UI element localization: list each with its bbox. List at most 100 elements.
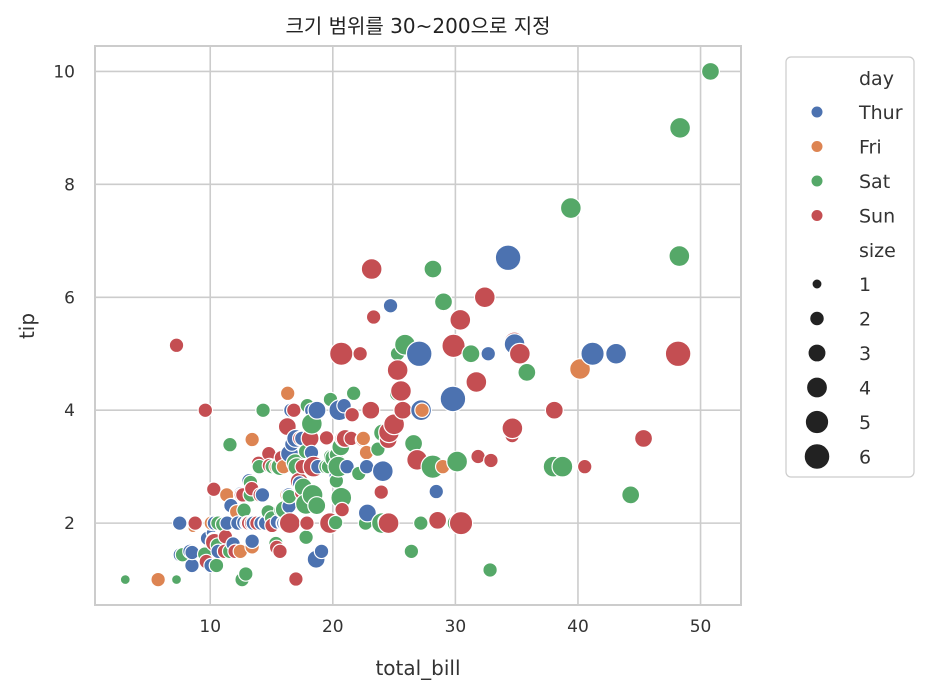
y-axis-label: tip (15, 313, 39, 339)
legend-hue-marker (810, 209, 824, 222)
legend-size-marker (811, 278, 823, 290)
plot-frame (94, 45, 742, 606)
data-point (441, 333, 466, 359)
data-point (405, 340, 433, 368)
data-point (517, 362, 537, 382)
data-point (222, 436, 238, 453)
data-point (339, 458, 355, 475)
data-point (414, 402, 430, 419)
legend-box (785, 56, 915, 478)
data-point (360, 258, 383, 281)
data-point (355, 430, 372, 447)
data-point (559, 197, 582, 220)
data-point (569, 358, 592, 380)
legend-size-label: 4 (859, 378, 871, 400)
legend-hue-entries: Thur Fri Sat Sun (810, 102, 903, 228)
data-point (403, 543, 420, 560)
data-point (700, 61, 721, 81)
data-point (244, 533, 260, 550)
data-point (299, 515, 315, 531)
tick-labels: 10 20 30 40 50 2 4 6 8 10 (53, 62, 711, 637)
data-point (244, 431, 260, 448)
data-point (508, 342, 531, 365)
legend-size-label: 2 (859, 309, 871, 331)
data-point (473, 286, 496, 309)
data-point (428, 483, 445, 500)
data-point (461, 344, 481, 364)
x-tick-label: 30 (445, 617, 467, 637)
data-point (286, 402, 302, 419)
data-point (168, 337, 185, 354)
data-point (373, 484, 390, 500)
data-point (278, 512, 301, 535)
data-point (327, 514, 344, 531)
data-point (361, 400, 381, 420)
data-point (605, 342, 628, 365)
data-point (357, 503, 377, 523)
data-point (255, 402, 271, 419)
data-points (119, 61, 721, 588)
legend-hue-label: Sun (859, 206, 895, 228)
data-point (171, 515, 188, 531)
data-point (389, 380, 412, 402)
data-point (494, 244, 522, 272)
legend-hue-title: day (859, 68, 894, 90)
legend-size-entries: 1 2 3 4 5 6 (803, 274, 871, 470)
data-point (576, 458, 593, 475)
data-point (412, 515, 429, 531)
data-point (279, 385, 296, 402)
data-point (288, 571, 304, 587)
data-point (449, 308, 472, 331)
data-point (170, 574, 183, 586)
data-point (382, 297, 399, 314)
data-point (386, 359, 409, 382)
legend-hue-label: Thur (858, 102, 903, 124)
data-point (307, 400, 327, 420)
data-point (208, 557, 225, 574)
data-point (313, 543, 330, 560)
legend-hue-marker (810, 140, 824, 153)
data-point (433, 292, 454, 312)
legend-hue-marker (810, 174, 824, 188)
data-point (483, 452, 499, 469)
data-point (150, 571, 166, 588)
data-point (318, 430, 335, 446)
legend-hue-label: Sat (859, 171, 890, 193)
data-point (184, 557, 200, 574)
legend: day size Thur Fri Sat Sun 1 2 3 4 5 6 (785, 56, 915, 478)
legend-size-marker (806, 376, 828, 399)
data-point (197, 402, 214, 419)
data-point (345, 385, 362, 402)
legend-size-label: 1 (859, 274, 871, 296)
y-tick-label: 4 (64, 401, 75, 421)
data-point (446, 450, 469, 473)
data-point (634, 428, 654, 448)
data-point (365, 309, 382, 325)
data-point (621, 485, 641, 505)
data-point (668, 245, 691, 268)
data-point (482, 562, 498, 578)
data-point (448, 510, 474, 536)
data-point (358, 458, 375, 475)
data-point (119, 574, 131, 586)
data-point (580, 341, 605, 366)
y-tick-label: 8 (64, 175, 75, 195)
legend-size-label: 5 (859, 412, 871, 434)
data-point (237, 566, 254, 582)
data-point (551, 455, 574, 478)
legend-size-label: 6 (859, 447, 871, 469)
y-tick-label: 6 (64, 288, 75, 308)
data-point (334, 501, 350, 518)
data-point (377, 512, 400, 535)
data-point (470, 448, 486, 465)
data-point (428, 510, 448, 530)
data-point (371, 460, 394, 483)
x-tick-label: 20 (322, 617, 344, 637)
data-point (272, 543, 288, 560)
data-point (480, 345, 497, 362)
legend-size-title: size (859, 240, 896, 262)
data-point (298, 529, 314, 546)
legend-size-marker (804, 409, 830, 435)
legend-hue-marker (810, 105, 824, 119)
y-tick-label: 10 (53, 62, 75, 82)
